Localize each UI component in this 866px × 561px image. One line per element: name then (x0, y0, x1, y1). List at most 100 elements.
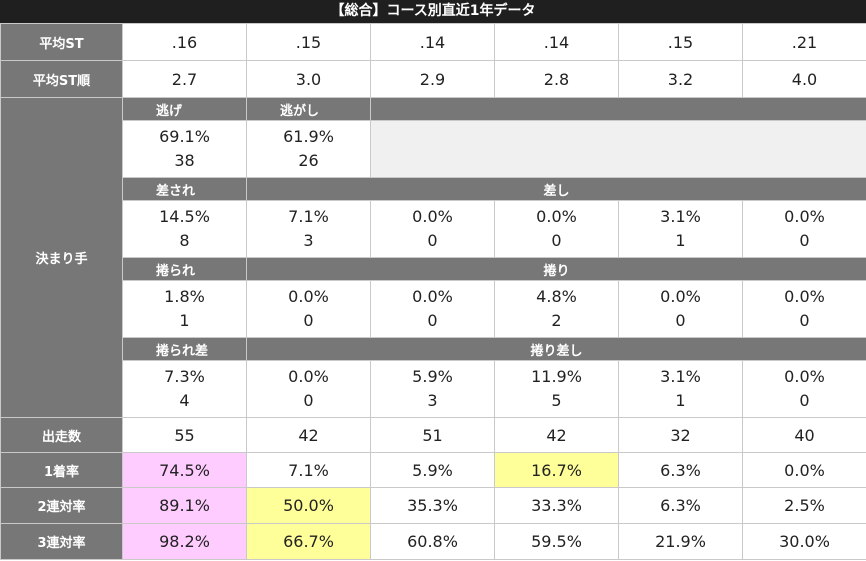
sashi-cell-lane5: 3.1% 1 (618, 200, 743, 258)
sasare-header: 差され (122, 177, 247, 201)
makuri-header: 捲り (246, 257, 866, 281)
makuri-pct: 0.0% (660, 287, 701, 306)
win-rate-lane2: 7.1% (246, 452, 371, 488)
avg-st-rank-lane3: 2.9 (370, 60, 495, 98)
avg-st-rank-lane5: 3.2 (618, 60, 743, 98)
starts-lane6: 40 (742, 417, 866, 453)
starts-label: 出走数 (0, 417, 123, 453)
sashi-count: 1 (675, 231, 686, 250)
nigashi-count: 26 (298, 151, 319, 170)
nigashi-header: 逃がし (246, 97, 371, 121)
avg-st-rank-lane6: 4.0 (742, 60, 866, 98)
starts-lane1: 55 (122, 417, 247, 453)
trio-rate-label: 3連対率 (0, 523, 123, 560)
quinella-rate-lane1: 89.1% (122, 487, 247, 524)
makuri-cell-lane4: 4.8% 2 (494, 280, 619, 338)
quinella-rate-lane5: 6.3% (618, 487, 743, 524)
quinella-rate-lane6: 2.5% (742, 487, 866, 524)
kimarite-makuri-sashi-value-row: 7.3% 4 0.0% 0 5.9% 3 11.9% 5 3.1% 1 0.0% 0 (1, 360, 866, 418)
avg-st-label: 平均ST (0, 23, 123, 61)
quinella-rate-lane4: 33.3% (494, 487, 619, 524)
sashi-pct: 7.1% (288, 207, 329, 226)
makuri-count: 0 (675, 311, 686, 330)
makuri-cell-lane5: 0.0% 0 (618, 280, 743, 338)
makuri-pct: 0.0% (784, 287, 825, 306)
sashi-cell-lane6: 0.0% 0 (742, 200, 866, 258)
starts-row: 出走数 55 42 51 42 32 40 (0, 417, 866, 453)
win-rate-lane6: 0.0% (742, 452, 866, 488)
makuri-count: 0 (303, 311, 314, 330)
starts-lane3: 51 (370, 417, 495, 453)
nige-count: 38 (174, 151, 195, 170)
makurare-sashi-header: 捲られ差 (122, 337, 247, 361)
sashi-pct: 0.0% (784, 207, 825, 226)
kimarite-sashi-header-row: 差され 差し (1, 177, 866, 201)
nigashi-pct: 61.9% (283, 127, 334, 146)
win-rate-label: 1着率 (0, 452, 123, 488)
avg-st-rank-lane4: 2.8 (494, 60, 619, 98)
avg-st-rank-lane2: 3.0 (246, 60, 371, 98)
nige-cell: 69.1% 38 (122, 120, 247, 178)
makuri-sashi-pct: 11.9% (531, 367, 582, 386)
sashi-count: 3 (303, 231, 314, 250)
makurare-cell: 1.8% 1 (122, 280, 247, 338)
starts-lane2: 42 (246, 417, 371, 453)
avg-st-lane1: .16 (122, 23, 247, 61)
trio-rate-lane3: 60.8% (370, 523, 495, 560)
makuri-count: 2 (551, 311, 562, 330)
makurare-count: 1 (179, 311, 190, 330)
starts-lane5: 32 (618, 417, 743, 453)
makuri-count: 0 (799, 311, 810, 330)
win-rate-lane1: 74.5% (122, 452, 247, 488)
trio-rate-row: 3連対率 98.2% 66.7% 60.8% 59.5% 21.9% 30.0% (0, 523, 866, 560)
avg-st-row: 平均ST .16 .15 .14 .14 .15 .21 (0, 23, 866, 61)
makurare-header: 捲られ (122, 257, 247, 281)
kimarite-makuri-value-row: 1.8% 1 0.0% 0 0.0% 0 4.8% 2 0.0% 0 0.0% 0 (1, 280, 866, 338)
avg-st-lane3: .14 (370, 23, 495, 61)
makurare-sashi-pct: 7.3% (164, 367, 205, 386)
makuri-pct: 0.0% (288, 287, 329, 306)
makuri-sashi-count: 0 (799, 391, 810, 410)
makuri-count: 0 (427, 311, 438, 330)
nige-blank-area (370, 120, 866, 178)
sashi-cell-lane4: 0.0% 0 (494, 200, 619, 258)
makuri-sashi-pct: 0.0% (784, 367, 825, 386)
nige-header-filler (370, 97, 866, 121)
sasare-count: 8 (179, 231, 190, 250)
sashi-count: 0 (427, 231, 438, 250)
makuri-cell-lane3: 0.0% 0 (370, 280, 495, 338)
nigashi-cell: 61.9% 26 (246, 120, 371, 178)
makuri-sashi-cell-lane6: 0.0% 0 (742, 360, 866, 418)
makuri-sashi-pct: 5.9% (412, 367, 453, 386)
sashi-count: 0 (551, 231, 562, 250)
avg-st-rank-lane1: 2.7 (122, 60, 247, 98)
sashi-pct: 0.0% (412, 207, 453, 226)
makuri-cell-lane6: 0.0% 0 (742, 280, 866, 338)
sasare-cell: 14.5% 8 (122, 200, 247, 258)
quinella-rate-label: 2連対率 (0, 487, 123, 524)
kimarite-nige-header-row: 決まり手 逃げ 逃がし (0, 97, 866, 418)
win-rate-lane5: 6.3% (618, 452, 743, 488)
sashi-cell-lane3: 0.0% 0 (370, 200, 495, 258)
makuri-sashi-count: 3 (427, 391, 438, 410)
makuri-pct: 4.8% (536, 287, 577, 306)
sashi-count: 0 (799, 231, 810, 250)
quinella-rate-lane3: 35.3% (370, 487, 495, 524)
trio-rate-lane1: 98.2% (122, 523, 247, 560)
avg-st-rank-label: 平均ST順 (0, 60, 123, 98)
makuri-sashi-cell-lane5: 3.1% 1 (618, 360, 743, 418)
starts-lane4: 42 (494, 417, 619, 453)
trio-rate-lane6: 30.0% (742, 523, 866, 560)
makuri-sashi-cell-lane4: 11.9% 5 (494, 360, 619, 418)
avg-st-lane5: .15 (618, 23, 743, 61)
kimarite-nige-value-row: 69.1% 38 61.9% 26 (1, 120, 866, 178)
kimarite-makuri-sashi-header-row: 捲られ差 捲り差し (1, 337, 866, 361)
makuri-cell-lane2: 0.0% 0 (246, 280, 371, 338)
avg-st-lane6: .21 (742, 23, 866, 61)
avg-st-lane4: .14 (494, 23, 619, 61)
makurare-pct: 1.8% (164, 287, 205, 306)
sasare-pct: 14.5% (159, 207, 210, 226)
trio-rate-lane4: 59.5% (494, 523, 619, 560)
sashi-pct: 0.0% (536, 207, 577, 226)
makuri-sashi-pct: 0.0% (288, 367, 329, 386)
